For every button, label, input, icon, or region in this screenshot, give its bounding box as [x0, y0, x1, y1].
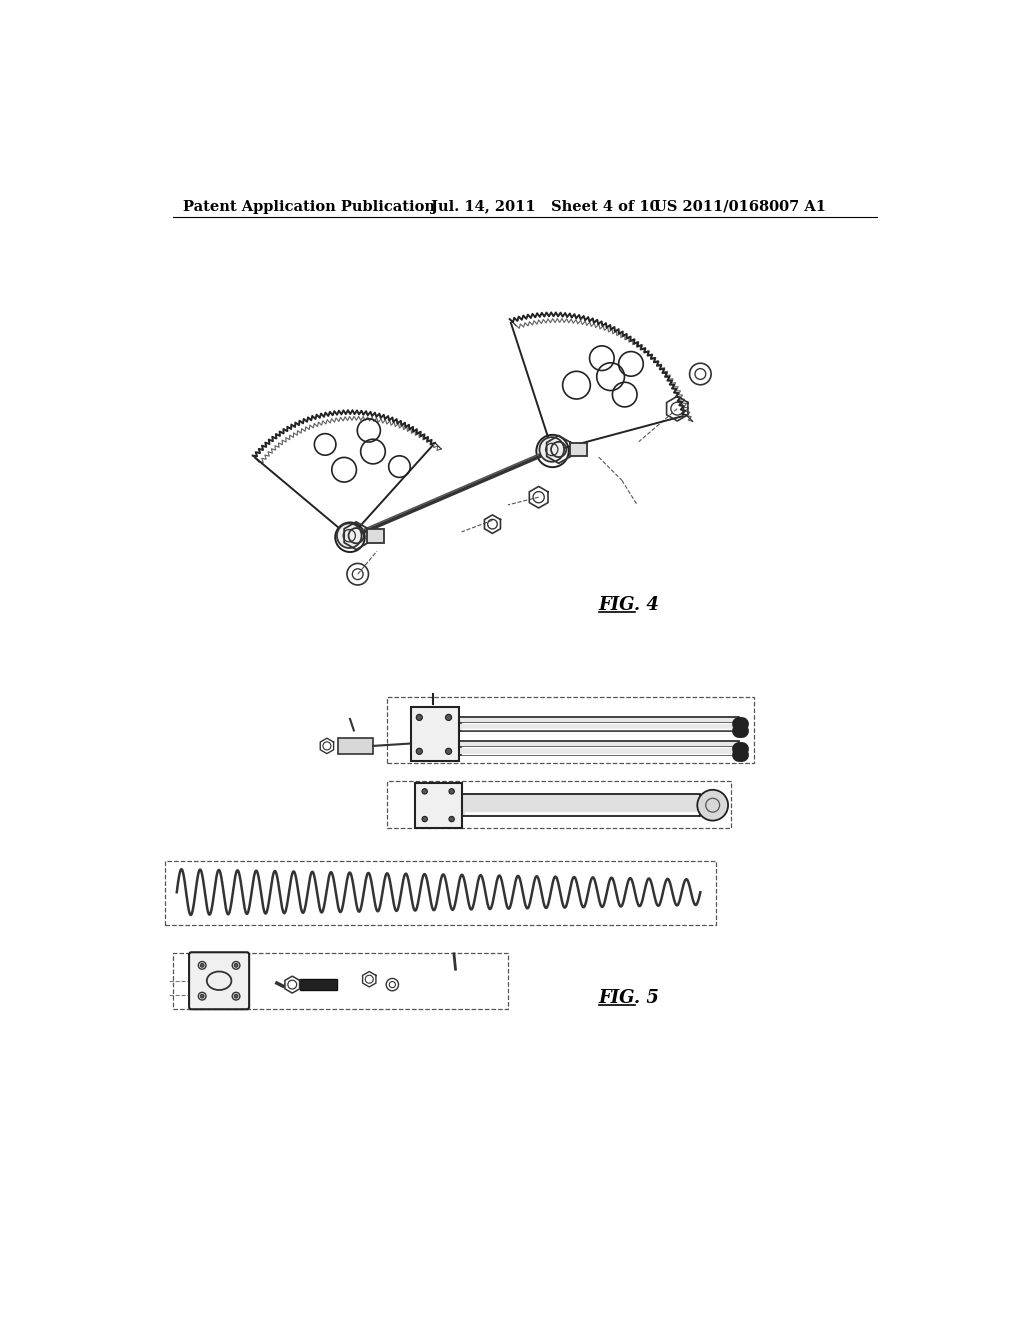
Bar: [339, 738, 373, 754]
Circle shape: [234, 994, 238, 998]
Circle shape: [416, 714, 422, 721]
Bar: [173, 953, 508, 1010]
Bar: [387, 697, 755, 763]
FancyBboxPatch shape: [411, 708, 459, 762]
Bar: [569, 442, 587, 457]
Bar: [165, 861, 716, 924]
Circle shape: [449, 788, 455, 795]
Circle shape: [449, 816, 455, 822]
Bar: [462, 795, 700, 816]
Bar: [300, 979, 337, 990]
Circle shape: [422, 788, 427, 795]
Bar: [459, 717, 739, 725]
Bar: [368, 529, 384, 543]
Text: Patent Application Publication: Patent Application Publication: [183, 199, 435, 214]
Bar: [387, 780, 731, 829]
Text: FIG. 5: FIG. 5: [599, 989, 659, 1007]
Circle shape: [445, 714, 452, 721]
Circle shape: [416, 748, 422, 755]
Circle shape: [697, 789, 728, 821]
Circle shape: [422, 816, 427, 822]
Circle shape: [201, 964, 204, 968]
Circle shape: [445, 748, 452, 755]
FancyBboxPatch shape: [416, 783, 462, 828]
FancyBboxPatch shape: [189, 952, 249, 1010]
Bar: [459, 723, 739, 730]
Text: US 2011/0168007 A1: US 2011/0168007 A1: [654, 199, 826, 214]
Text: Jul. 14, 2011   Sheet 4 of 10: Jul. 14, 2011 Sheet 4 of 10: [431, 199, 659, 214]
Circle shape: [540, 437, 564, 462]
Bar: [459, 742, 739, 748]
Text: FIG. 4: FIG. 4: [599, 597, 659, 614]
Bar: [459, 747, 739, 755]
Circle shape: [234, 964, 238, 968]
Circle shape: [337, 523, 361, 548]
Circle shape: [201, 994, 204, 998]
